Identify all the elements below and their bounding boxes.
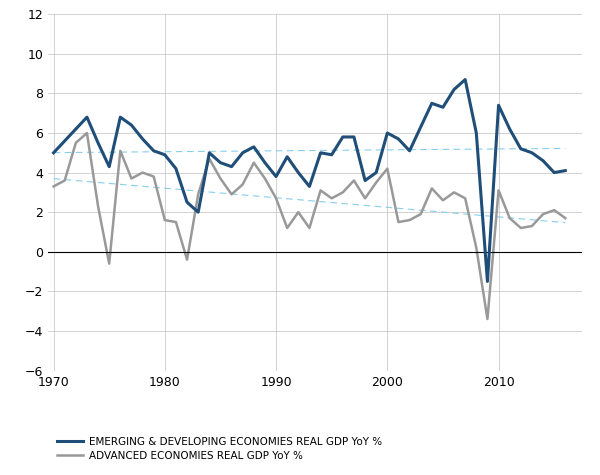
EMERGING & DEVELOPING ECONOMIES REAL GDP YoY % bbox=[128, 122, 135, 128]
ADVANCED ECONOMIES REAL GDP YoY % bbox=[262, 176, 269, 181]
ADVANCED ECONOMIES REAL GDP YoY % bbox=[384, 166, 391, 171]
ADVANCED ECONOMIES REAL GDP YoY % bbox=[495, 188, 502, 193]
ADVANCED ECONOMIES REAL GDP YoY % bbox=[361, 196, 368, 201]
EMERGING & DEVELOPING ECONOMIES REAL GDP YoY % bbox=[328, 152, 335, 158]
ADVANCED ECONOMIES REAL GDP YoY % bbox=[194, 191, 202, 197]
EMERGING & DEVELOPING ECONOMIES REAL GDP YoY % bbox=[106, 164, 113, 170]
ADVANCED ECONOMIES REAL GDP YoY % bbox=[117, 148, 124, 154]
EMERGING & DEVELOPING ECONOMIES REAL GDP YoY % bbox=[529, 150, 536, 156]
EMERGING & DEVELOPING ECONOMIES REAL GDP YoY % bbox=[484, 278, 491, 284]
ADVANCED ECONOMIES REAL GDP YoY % bbox=[239, 181, 246, 187]
ADVANCED ECONOMIES REAL GDP YoY % bbox=[306, 225, 313, 231]
ADVANCED ECONOMIES REAL GDP YoY % bbox=[517, 225, 524, 231]
ADVANCED ECONOMIES REAL GDP YoY % bbox=[529, 223, 536, 229]
EMERGING & DEVELOPING ECONOMIES REAL GDP YoY % bbox=[317, 150, 324, 156]
EMERGING & DEVELOPING ECONOMIES REAL GDP YoY % bbox=[395, 136, 402, 142]
ADVANCED ECONOMIES REAL GDP YoY % bbox=[428, 186, 436, 191]
EMERGING & DEVELOPING ECONOMIES REAL GDP YoY % bbox=[539, 158, 547, 163]
ADVANCED ECONOMIES REAL GDP YoY % bbox=[417, 211, 424, 217]
EMERGING & DEVELOPING ECONOMIES REAL GDP YoY % bbox=[551, 170, 558, 175]
Line: ADVANCED ECONOMIES REAL GDP YoY %: ADVANCED ECONOMIES REAL GDP YoY % bbox=[53, 133, 565, 319]
EMERGING & DEVELOPING ECONOMIES REAL GDP YoY % bbox=[83, 114, 91, 120]
ADVANCED ECONOMIES REAL GDP YoY % bbox=[161, 217, 169, 223]
ADVANCED ECONOMIES REAL GDP YoY % bbox=[228, 191, 235, 197]
ADVANCED ECONOMIES REAL GDP YoY % bbox=[350, 178, 358, 183]
ADVANCED ECONOMIES REAL GDP YoY % bbox=[562, 215, 569, 221]
ADVANCED ECONOMIES REAL GDP YoY % bbox=[50, 183, 57, 189]
EMERGING & DEVELOPING ECONOMIES REAL GDP YoY % bbox=[284, 154, 291, 160]
Line: EMERGING & DEVELOPING ECONOMIES REAL GDP YoY %: EMERGING & DEVELOPING ECONOMIES REAL GDP… bbox=[53, 79, 565, 281]
ADVANCED ECONOMIES REAL GDP YoY % bbox=[83, 130, 91, 136]
ADVANCED ECONOMIES REAL GDP YoY % bbox=[72, 140, 79, 146]
EMERGING & DEVELOPING ECONOMIES REAL GDP YoY % bbox=[506, 126, 513, 132]
ADVANCED ECONOMIES REAL GDP YoY % bbox=[284, 225, 291, 231]
ADVANCED ECONOMIES REAL GDP YoY % bbox=[150, 174, 157, 180]
ADVANCED ECONOMIES REAL GDP YoY % bbox=[295, 209, 302, 215]
ADVANCED ECONOMIES REAL GDP YoY % bbox=[250, 160, 257, 166]
ADVANCED ECONOMIES REAL GDP YoY % bbox=[328, 196, 335, 201]
EMERGING & DEVELOPING ECONOMIES REAL GDP YoY % bbox=[262, 160, 269, 166]
ADVANCED ECONOMIES REAL GDP YoY % bbox=[172, 219, 179, 225]
EMERGING & DEVELOPING ECONOMIES REAL GDP YoY % bbox=[428, 101, 436, 106]
ADVANCED ECONOMIES REAL GDP YoY % bbox=[61, 178, 68, 183]
ADVANCED ECONOMIES REAL GDP YoY % bbox=[484, 316, 491, 322]
ADVANCED ECONOMIES REAL GDP YoY % bbox=[184, 257, 191, 263]
EMERGING & DEVELOPING ECONOMIES REAL GDP YoY % bbox=[439, 104, 446, 110]
ADVANCED ECONOMIES REAL GDP YoY % bbox=[106, 261, 113, 266]
EMERGING & DEVELOPING ECONOMIES REAL GDP YoY % bbox=[117, 114, 124, 120]
EMERGING & DEVELOPING ECONOMIES REAL GDP YoY % bbox=[384, 130, 391, 136]
EMERGING & DEVELOPING ECONOMIES REAL GDP YoY % bbox=[184, 200, 191, 205]
EMERGING & DEVELOPING ECONOMIES REAL GDP YoY % bbox=[339, 134, 346, 140]
ADVANCED ECONOMIES REAL GDP YoY % bbox=[451, 190, 458, 195]
ADVANCED ECONOMIES REAL GDP YoY % bbox=[128, 176, 135, 181]
EMERGING & DEVELOPING ECONOMIES REAL GDP YoY % bbox=[161, 152, 169, 158]
EMERGING & DEVELOPING ECONOMIES REAL GDP YoY % bbox=[406, 148, 413, 154]
ADVANCED ECONOMIES REAL GDP YoY % bbox=[373, 180, 380, 185]
Legend: EMERGING & DEVELOPING ECONOMIES REAL GDP YoY %, ADVANCED ECONOMIES REAL GDP YoY : EMERGING & DEVELOPING ECONOMIES REAL GDP… bbox=[53, 433, 386, 465]
ADVANCED ECONOMIES REAL GDP YoY % bbox=[339, 190, 346, 195]
EMERGING & DEVELOPING ECONOMIES REAL GDP YoY % bbox=[373, 170, 380, 175]
EMERGING & DEVELOPING ECONOMIES REAL GDP YoY % bbox=[361, 178, 368, 183]
EMERGING & DEVELOPING ECONOMIES REAL GDP YoY % bbox=[94, 140, 101, 146]
EMERGING & DEVELOPING ECONOMIES REAL GDP YoY % bbox=[50, 150, 57, 156]
EMERGING & DEVELOPING ECONOMIES REAL GDP YoY % bbox=[150, 148, 157, 154]
ADVANCED ECONOMIES REAL GDP YoY % bbox=[139, 170, 146, 175]
EMERGING & DEVELOPING ECONOMIES REAL GDP YoY % bbox=[473, 130, 480, 136]
EMERGING & DEVELOPING ECONOMIES REAL GDP YoY % bbox=[228, 164, 235, 170]
EMERGING & DEVELOPING ECONOMIES REAL GDP YoY % bbox=[517, 146, 524, 152]
EMERGING & DEVELOPING ECONOMIES REAL GDP YoY % bbox=[239, 150, 246, 156]
ADVANCED ECONOMIES REAL GDP YoY % bbox=[539, 211, 547, 217]
ADVANCED ECONOMIES REAL GDP YoY % bbox=[406, 217, 413, 223]
EMERGING & DEVELOPING ECONOMIES REAL GDP YoY % bbox=[350, 134, 358, 140]
ADVANCED ECONOMIES REAL GDP YoY % bbox=[439, 198, 446, 203]
ADVANCED ECONOMIES REAL GDP YoY % bbox=[272, 196, 280, 201]
ADVANCED ECONOMIES REAL GDP YoY % bbox=[395, 219, 402, 225]
EMERGING & DEVELOPING ECONOMIES REAL GDP YoY % bbox=[272, 174, 280, 180]
EMERGING & DEVELOPING ECONOMIES REAL GDP YoY % bbox=[295, 170, 302, 175]
EMERGING & DEVELOPING ECONOMIES REAL GDP YoY % bbox=[562, 168, 569, 173]
EMERGING & DEVELOPING ECONOMIES REAL GDP YoY % bbox=[217, 160, 224, 166]
EMERGING & DEVELOPING ECONOMIES REAL GDP YoY % bbox=[461, 76, 469, 83]
EMERGING & DEVELOPING ECONOMIES REAL GDP YoY % bbox=[451, 86, 458, 92]
ADVANCED ECONOMIES REAL GDP YoY % bbox=[206, 156, 213, 162]
EMERGING & DEVELOPING ECONOMIES REAL GDP YoY % bbox=[72, 126, 79, 132]
ADVANCED ECONOMIES REAL GDP YoY % bbox=[94, 203, 101, 209]
ADVANCED ECONOMIES REAL GDP YoY % bbox=[506, 215, 513, 221]
ADVANCED ECONOMIES REAL GDP YoY % bbox=[551, 207, 558, 213]
EMERGING & DEVELOPING ECONOMIES REAL GDP YoY % bbox=[417, 124, 424, 130]
EMERGING & DEVELOPING ECONOMIES REAL GDP YoY % bbox=[306, 183, 313, 189]
EMERGING & DEVELOPING ECONOMIES REAL GDP YoY % bbox=[139, 136, 146, 142]
EMERGING & DEVELOPING ECONOMIES REAL GDP YoY % bbox=[495, 103, 502, 108]
EMERGING & DEVELOPING ECONOMIES REAL GDP YoY % bbox=[206, 150, 213, 156]
EMERGING & DEVELOPING ECONOMIES REAL GDP YoY % bbox=[61, 138, 68, 144]
ADVANCED ECONOMIES REAL GDP YoY % bbox=[461, 196, 469, 201]
ADVANCED ECONOMIES REAL GDP YoY % bbox=[317, 188, 324, 193]
EMERGING & DEVELOPING ECONOMIES REAL GDP YoY % bbox=[250, 144, 257, 150]
ADVANCED ECONOMIES REAL GDP YoY % bbox=[473, 245, 480, 251]
ADVANCED ECONOMIES REAL GDP YoY % bbox=[217, 176, 224, 181]
EMERGING & DEVELOPING ECONOMIES REAL GDP YoY % bbox=[172, 166, 179, 171]
EMERGING & DEVELOPING ECONOMIES REAL GDP YoY % bbox=[194, 209, 202, 215]
